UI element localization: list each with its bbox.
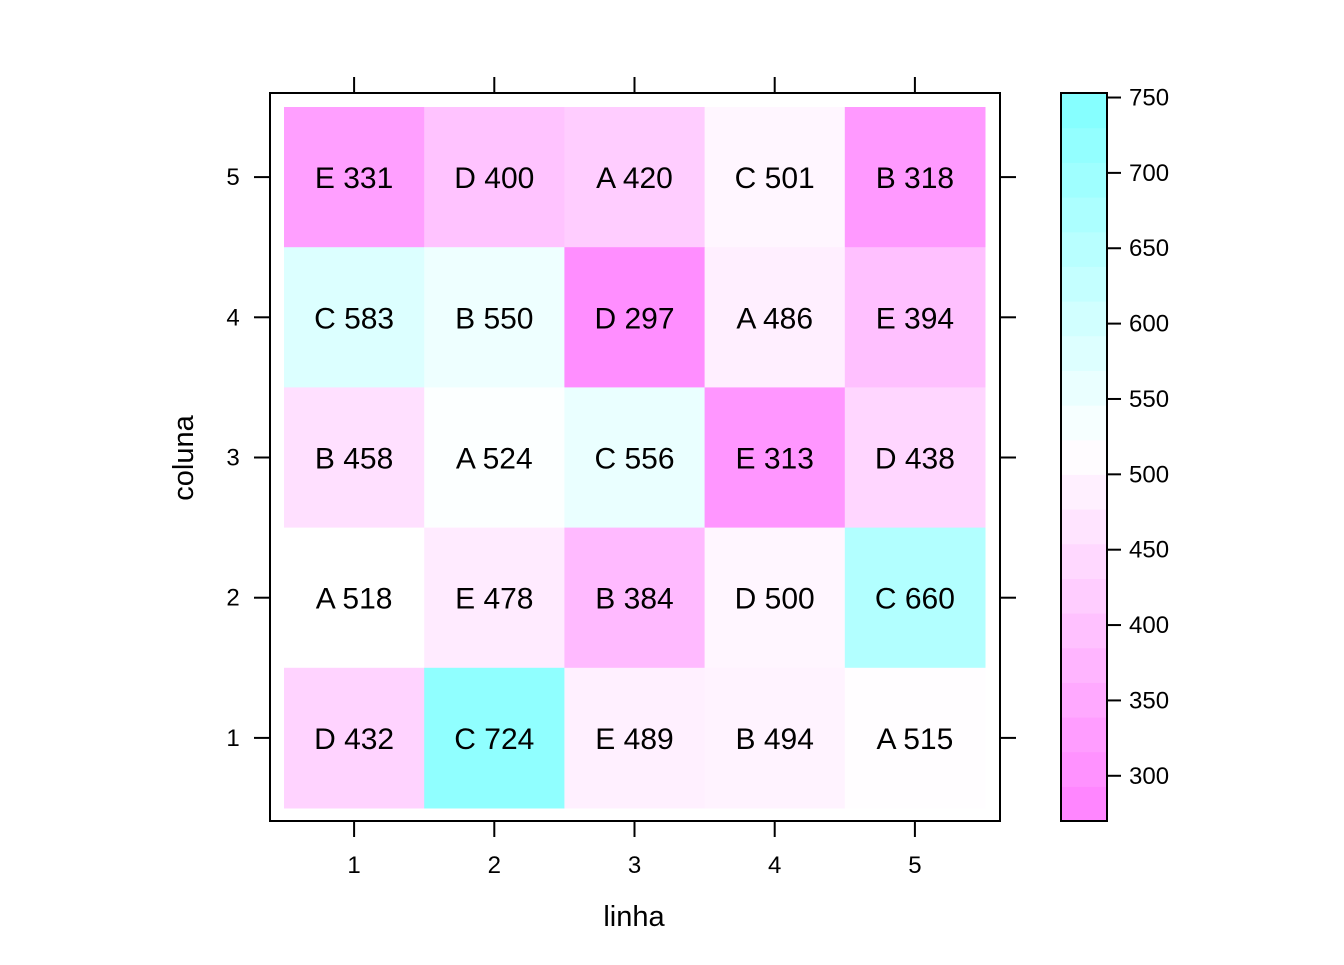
colorbar-band (1061, 543, 1107, 579)
colorbar-band (1061, 335, 1107, 371)
heatmap-cell (704, 107, 846, 248)
colorbar-band (1061, 93, 1107, 129)
heatmap-cell (424, 387, 565, 529)
colorbar-tick-label: 500 (1129, 461, 1169, 488)
cell-label: C 583 (314, 302, 394, 335)
cell-label: D 500 (735, 583, 815, 616)
heatmap-cell (844, 527, 986, 669)
heatmap-cell (564, 527, 706, 669)
heatmap-cell (284, 667, 425, 809)
colorbar-tick-label: 750 (1129, 85, 1169, 112)
heatmap-cell (564, 387, 706, 529)
colorbar-frame (1060, 92, 1108, 822)
cell-label: B 384 (595, 583, 673, 616)
x-tick-label: 1 (347, 852, 360, 879)
heatmap-cell (424, 107, 565, 248)
colorbar-band (1061, 301, 1107, 337)
heatmap-cell (424, 667, 565, 809)
heatmap-cell (844, 247, 986, 388)
y-tick-label: 3 (226, 445, 239, 472)
colorbar-band (1061, 647, 1107, 683)
heatmap-cell (704, 527, 846, 669)
cell-label: C 556 (594, 443, 674, 476)
y-tick-label: 1 (226, 725, 239, 752)
colorbar-band (1061, 509, 1107, 545)
cell-label: D 400 (454, 162, 534, 195)
cell-label: B 550 (455, 302, 533, 335)
colorbar-band (1061, 786, 1107, 822)
colorbar-band (1061, 127, 1107, 163)
cell-label: D 297 (594, 302, 674, 335)
colorbar-tick-label: 450 (1129, 537, 1169, 564)
cell-label: D 438 (875, 443, 955, 476)
x-tick-label: 5 (908, 852, 921, 879)
heatmap-cell (424, 247, 565, 388)
x-tick-label: 4 (768, 852, 781, 879)
colorbar-band (1061, 613, 1107, 649)
colorbar-band (1061, 751, 1107, 787)
colorbar-band (1061, 439, 1107, 475)
cell-label: E 331 (315, 162, 393, 195)
heatmap-cell (284, 527, 425, 669)
heatmap-cell (844, 667, 986, 809)
cell-label: B 318 (876, 162, 954, 195)
cell-label: A 518 (316, 583, 393, 616)
colorbar-band (1061, 231, 1107, 267)
cell-label: C 660 (875, 583, 955, 616)
cell-label: E 313 (735, 443, 813, 476)
colorbar-band (1061, 197, 1107, 233)
cell-label: D 432 (314, 723, 394, 756)
heatmap-cell (844, 387, 986, 529)
heatmap-cell (564, 247, 706, 388)
heatmap-cell (284, 387, 425, 529)
cell-label: A 486 (736, 302, 813, 335)
colorbar-tick-label: 700 (1129, 160, 1169, 187)
colorbar-band (1061, 682, 1107, 718)
colorbar-band (1061, 162, 1107, 198)
cell-label: C 724 (454, 723, 534, 756)
cell-label: A 420 (596, 162, 673, 195)
colorbar-tick-label: 350 (1129, 687, 1169, 714)
cell-label: B 458 (315, 443, 393, 476)
y-tick-label: 5 (226, 164, 239, 191)
heatmap-cell (284, 247, 425, 388)
y-axis-title: coluna (168, 414, 200, 500)
cell-label: E 478 (455, 583, 533, 616)
heatmap-cell (564, 667, 706, 809)
colorbar-band (1061, 405, 1107, 441)
colorbar-tick-label: 400 (1129, 612, 1169, 639)
colorbar-band (1061, 370, 1107, 406)
heatmap-cell (564, 107, 706, 248)
colorbar-band (1061, 578, 1107, 614)
cell-label: A 515 (877, 723, 954, 756)
x-tick-label: 3 (628, 852, 641, 879)
heatmap-cell (284, 107, 425, 248)
y-tick-label: 4 (226, 304, 239, 331)
cell-label: E 489 (595, 723, 673, 756)
cell-label: C 501 (735, 162, 815, 195)
heatmap-cell (424, 527, 565, 669)
colorbar-band (1061, 474, 1107, 510)
cell-label: E 394 (876, 302, 954, 335)
colorbar-tick-label: 550 (1129, 386, 1169, 413)
heatmap-cell (704, 247, 846, 388)
cells-layer: E 331 D 400 A 420 C 501 B 318 C 583 B 550 D 297… (284, 107, 986, 809)
colorbar-band (1061, 717, 1107, 753)
heatmap-cell (704, 667, 846, 809)
cell-label: A 524 (456, 443, 533, 476)
y-tick-label: 2 (226, 585, 239, 612)
colorbar-tick-label: 300 (1129, 763, 1169, 790)
axes-layer: 1 2 3 4 5 1 2 3 4 5 (226, 77, 1016, 879)
colorbar-tick-label: 600 (1129, 311, 1169, 338)
heatmap-cell (844, 107, 986, 248)
colorbar-tick-label: 650 (1129, 235, 1169, 262)
colorbar-band (1061, 266, 1107, 302)
heatmap-cell (704, 387, 846, 529)
x-tick-label: 2 (488, 852, 501, 879)
cell-label: B 494 (735, 723, 813, 756)
colorbar: 300 350 400 450 500 550 600 650 700 750 (1060, 85, 1169, 822)
x-axis-title: linha (603, 901, 665, 933)
